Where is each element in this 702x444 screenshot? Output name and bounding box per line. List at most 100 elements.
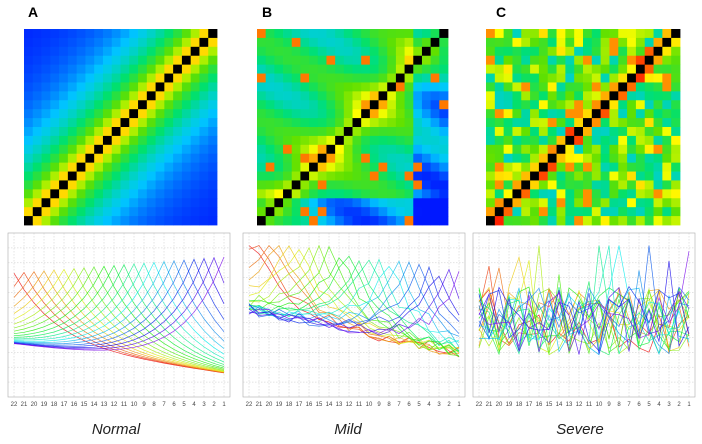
matrix-cell: [361, 198, 371, 208]
profile-line: [13, 269, 225, 373]
matrix-cell: [671, 171, 681, 181]
matrix-cell: [181, 118, 192, 128]
matrix-cell: [155, 73, 165, 83]
matrix-cell: [129, 37, 139, 48]
matrix-cell: [512, 153, 522, 164]
matrix-cell: [521, 144, 531, 155]
matrix-cell: [32, 82, 42, 92]
matrix-cell: [644, 198, 654, 208]
matrix-cell: [181, 55, 192, 66]
matrix-cell: [512, 73, 522, 83]
matrix-cell: [309, 82, 319, 92]
matrix-cell: [494, 162, 505, 172]
matrix-cell: [343, 100, 353, 110]
matrix-cell: [181, 100, 192, 110]
matrix-cell: [547, 207, 557, 217]
matrix-cell: [173, 109, 183, 119]
matrix-cell: [199, 127, 209, 137]
matrix-cell: [538, 37, 549, 48]
matrix-cell: [274, 153, 284, 164]
matrix-cell: [24, 64, 34, 74]
matrix-cell: [530, 29, 540, 39]
matrix-cell: [430, 144, 440, 155]
matrix-cell: [671, 73, 681, 83]
matrix-cell: [283, 135, 293, 146]
matrix-cell: [309, 162, 319, 172]
matrix-cell: [538, 100, 549, 110]
matrix-cell: [173, 207, 183, 217]
matrix-cell: [146, 29, 156, 39]
matrix-cell: [439, 55, 449, 66]
matrix-cell: [274, 189, 284, 199]
matrix-cell: [413, 171, 423, 181]
matrix-cell: [430, 127, 440, 137]
matrix-cell: [591, 37, 602, 48]
matrix-cell: [102, 82, 113, 92]
matrix-cell: [361, 207, 371, 217]
matrix-cell: [59, 180, 69, 190]
matrix-cell: [512, 189, 522, 199]
matrix-cell: [164, 144, 174, 155]
matrix-cell: [24, 135, 34, 146]
matrix-cell: [395, 73, 405, 83]
matrix-cell: [50, 64, 60, 74]
matrix-cell: [343, 82, 353, 92]
matrix-cell: [671, 153, 681, 164]
x-tick-label: 16: [71, 402, 78, 408]
matrix-cell: [387, 118, 397, 128]
matrix-cell: [67, 171, 78, 181]
matrix-cell: [283, 29, 293, 39]
matrix-cell: [395, 82, 405, 92]
matrix-cell: [653, 162, 663, 172]
matrix-cell: [494, 127, 505, 137]
matrix-cell: [565, 46, 575, 57]
matrix-cell: [173, 127, 183, 137]
x-tick-label: 19: [276, 402, 283, 408]
matrix-cell: [190, 91, 200, 101]
matrix-cell: [24, 118, 34, 128]
matrix-cell: [67, 37, 78, 48]
matrix-cell: [430, 153, 440, 164]
matrix-cell: [76, 135, 86, 146]
matrix-cell: [24, 144, 34, 155]
matrix-cell: [291, 37, 301, 48]
matrix-cell: [413, 29, 423, 39]
matrix-cell: [257, 171, 267, 181]
matrix-cell: [387, 216, 397, 226]
x-tick-label: 4: [427, 402, 431, 408]
matrix-cell: [208, 127, 218, 137]
matrix-cell: [343, 64, 353, 74]
matrix-cell: [138, 180, 148, 190]
matrix-cell: [609, 189, 619, 199]
matrix-cell: [627, 82, 637, 92]
matrix-cell: [369, 171, 379, 181]
matrix-cell: [600, 180, 610, 190]
matrix-cell: [317, 73, 327, 83]
matrix-cell: [309, 135, 319, 146]
matrix-cell: [671, 198, 681, 208]
matrix-cell: [404, 171, 414, 181]
matrix-cell: [190, 162, 200, 172]
matrix-cell: [85, 91, 95, 101]
matrix-cell: [164, 73, 174, 83]
matrix-cell: [413, 144, 423, 155]
x-tick-label: 13: [101, 402, 108, 408]
matrix-cell: [627, 91, 637, 101]
matrix-cell: [404, 29, 414, 39]
matrix-cell: [439, 64, 449, 74]
matrix-cell: [430, 162, 440, 172]
matrix-cell: [76, 82, 86, 92]
matrix-cell: [653, 55, 663, 66]
matrix-cell: [274, 91, 284, 101]
matrix-cell: [503, 189, 513, 199]
matrix-cell: [387, 55, 397, 66]
matrix-cell: [583, 135, 593, 146]
matrix-cell: [609, 198, 619, 208]
matrix-cell: [309, 91, 319, 101]
matrix-cell: [378, 29, 388, 39]
matrix-cell: [120, 144, 130, 155]
matrix-cell: [265, 64, 275, 74]
matrix-cell: [102, 118, 113, 128]
matrix-cell: [120, 180, 130, 190]
matrix-cell: [439, 91, 449, 101]
